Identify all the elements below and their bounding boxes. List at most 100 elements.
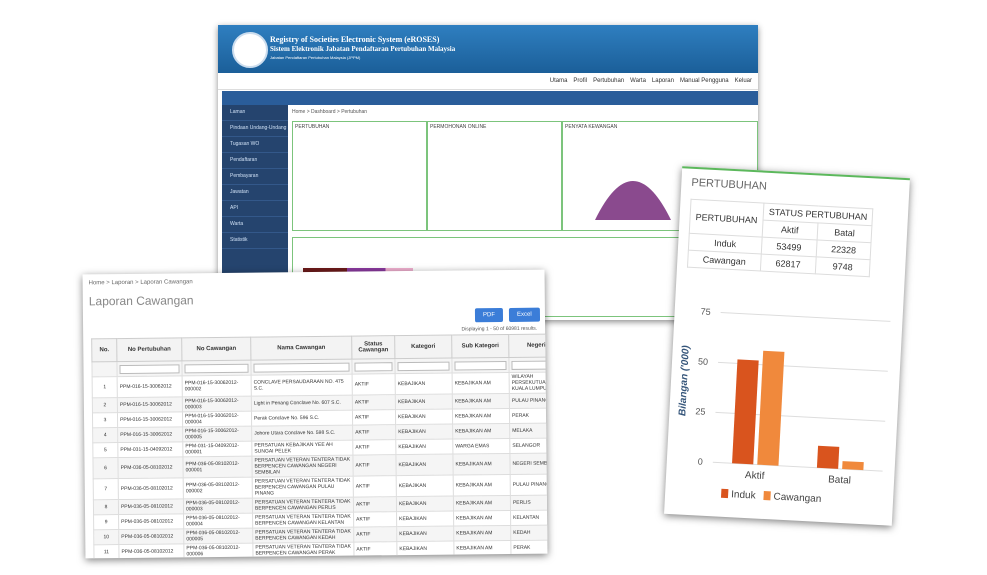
filter-input[interactable] [354, 361, 393, 372]
cell: PPM-016-15-30062012-000002 [182, 375, 252, 397]
column-header: Negeri [508, 333, 548, 358]
filter-input[interactable] [511, 359, 548, 370]
sidebar-item[interactable]: Tugasan WO [222, 137, 288, 153]
sidebar-item[interactable]: Jawatan [222, 185, 288, 201]
report-title: Laporan Cawangan [88, 293, 194, 309]
cell: PERSATUAN VETERAN TENTERA TIDAK BERPENCE… [252, 476, 354, 499]
cell: PPM-016-15-30062012 [117, 375, 183, 398]
filter-input[interactable] [253, 362, 350, 373]
legend-swatch [763, 490, 771, 501]
panel-title: PENYATA KEWANGAN [565, 124, 618, 130]
cell: KEBAJIKAN [395, 409, 453, 425]
cell: AKTIF [352, 454, 397, 477]
excel-button[interactable]: Excel [508, 307, 540, 322]
sidebar-item[interactable]: Warta [222, 217, 288, 233]
cell: AKTIF [353, 541, 397, 558]
filter-cell [181, 360, 252, 376]
panel: PERMOHONAN ONLINE [427, 121, 562, 231]
mini-area [595, 181, 671, 220]
cell: PPM-036-05-08102012-000004 [183, 513, 253, 529]
panel-title: PERTUBUHAN [295, 124, 330, 130]
bar [816, 445, 840, 469]
header-agency: Jabatan Pendaftaran Pertubuhan Malaysia … [270, 55, 361, 60]
y-axis-label: Bilangan ('000) [677, 344, 692, 416]
cell: KEBAJIKAN AM [452, 423, 510, 440]
cell: CONCLAVE PERSAUDARAAN NO. 475 S.C. [251, 374, 353, 397]
nav-link[interactable]: Profil [573, 78, 588, 84]
cell: 1 [92, 376, 118, 398]
nav-link[interactable]: Keluar [734, 78, 752, 84]
y-tick-label: 75 [700, 306, 711, 317]
cell: PPM-036-05-08102012 [117, 456, 184, 479]
column-header: No. [91, 338, 117, 362]
cell: PPM-031-15-04092012 [117, 441, 183, 458]
cell: PPM-036-05-08102012-000005 [183, 528, 253, 544]
cell: AKTIF [352, 373, 396, 396]
card-table: PERTUBUHAN STATUS PERTUBUHAN Aktif Batal I… [687, 199, 874, 278]
nav-link[interactable]: Pertubuhan [593, 78, 625, 84]
cell: PERSATUAN VETERAN TENTERA TIDAK BERPENCE… [252, 512, 354, 529]
nav-link[interactable]: Manual Pengguna [679, 78, 729, 84]
sidebar-item[interactable]: Laman [222, 105, 288, 121]
cell: KEBAJIKAN AM [453, 540, 511, 557]
column-header: No Pertubuhan [116, 337, 182, 362]
cell: 10 [93, 529, 119, 545]
cell: KEBAJIKAN AM [453, 474, 511, 497]
filter-cell [351, 358, 396, 375]
nav-link[interactable]: Utama [549, 78, 568, 84]
cell: AKTIF [352, 409, 396, 426]
y-tick-label: 25 [695, 406, 706, 417]
button-group: PDF Excel [474, 307, 540, 323]
filter-input[interactable] [454, 360, 507, 371]
cell: KEDAH [510, 524, 548, 541]
cell: 6 [92, 457, 119, 479]
bar [757, 350, 785, 466]
card-title: PERTUBUHAN [691, 176, 768, 193]
cell: 5 [92, 442, 118, 458]
cell: PPM-016-15-30062012 [117, 426, 183, 443]
table-corner: PERTUBUHAN [689, 199, 764, 238]
legend-label: Induk [731, 489, 757, 501]
sidebar-item[interactable]: Pindaan Undang-Undang [222, 121, 288, 137]
filter-input[interactable] [119, 363, 180, 374]
cell: WILAYAH PERSEKUTUAN KUALA LUMPUR [509, 371, 548, 394]
cell: 7 [93, 478, 119, 500]
panel-title: PERMOHONAN ONLINE [430, 124, 487, 130]
column-header: Sub Kategori [451, 334, 509, 359]
cell: AKTIF [352, 439, 396, 456]
nav-bar: Utama Profil Pertubuhan Warta Laporan Manual … [218, 73, 758, 90]
filter-cell [451, 357, 510, 374]
report-screenshot: Home > Laporan > Laporan Cawangan Lapora… [82, 269, 548, 559]
column-header: Nama Cawangan [250, 336, 352, 361]
cell: PPM-036-05-08102012 [118, 543, 185, 559]
sidebar-item[interactable]: Statistik [222, 233, 288, 249]
cell: PPM-036-05-08102012 [118, 498, 184, 515]
cell: 2 [92, 397, 118, 413]
cell: AKTIF [352, 394, 396, 411]
filter-input[interactable] [184, 363, 249, 373]
filter-cell [508, 356, 548, 373]
cell: KEBAJIKAN [396, 511, 454, 527]
cell: KEBAJIKAN AM [452, 372, 510, 395]
sidebar-item[interactable]: API [222, 201, 288, 217]
cell: Light in Penang Conclave No. 607 S.C. [251, 395, 353, 412]
filter-input[interactable] [397, 361, 450, 371]
cell: KEBAJIKAN [395, 439, 453, 455]
cell: PPM-016-15-30062012 [117, 411, 183, 428]
sidebar-item[interactable]: Pendaftaran [222, 153, 288, 169]
cell: PERAK [510, 539, 548, 556]
nav-link[interactable]: Warta [630, 78, 646, 84]
cell: KEBAJIKAN [396, 496, 454, 512]
filter-cell [250, 359, 353, 376]
nav-link[interactable]: Laporan [651, 78, 674, 84]
legend-label: Cawangan [773, 492, 821, 505]
cell: WARGA EMAS [452, 438, 510, 455]
sidebar-item[interactable]: Pembayaran [222, 169, 288, 185]
pdf-button[interactable]: PDF [474, 308, 504, 323]
cell: KEBAJIKAN [396, 541, 454, 557]
cell: KEBAJIKAN [395, 454, 454, 476]
y-tick-label: 0 [698, 456, 704, 466]
x-tick-label: Aktif [745, 470, 765, 482]
